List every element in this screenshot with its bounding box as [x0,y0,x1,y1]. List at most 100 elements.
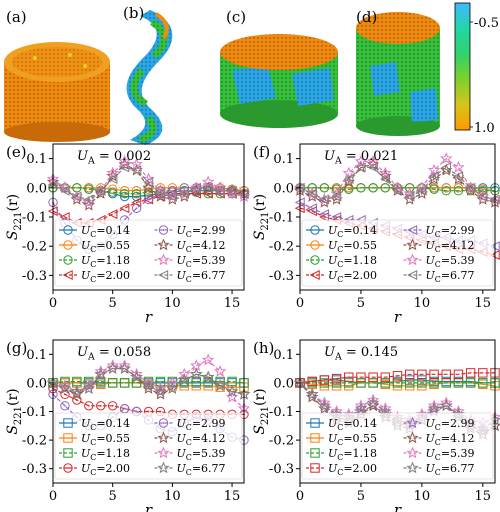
data-point [366,155,380,167]
data-point [406,446,419,459]
data-point [403,187,416,199]
data-point [366,157,380,170]
legend-label: UC=1.18 [328,447,377,462]
data-point [157,446,170,459]
data-point [354,154,368,167]
blue-domain [410,88,438,122]
data-point [368,183,378,193]
marker-dot [159,410,162,413]
data-point [60,401,70,411]
ua-annotation: UA = 0.058 [77,345,151,363]
data-point [62,269,73,281]
legend-item: UC=0.14 [306,224,377,239]
data-point [310,448,320,458]
legend-item: UC=1.18 [59,447,130,462]
data-point [404,369,415,380]
data-point [166,382,179,394]
data-point [309,269,320,281]
panel-letter: (g) [6,339,27,357]
data-point [404,183,415,193]
snapshot-a [4,42,110,142]
data-point [343,174,354,185]
legend-box [301,219,494,287]
data-point [366,393,380,406]
data-point [118,362,131,374]
data-point [465,182,476,193]
data-point [380,372,391,382]
data-point [225,384,239,397]
x-tick-label: 0 [49,296,57,311]
x-tick-label: 0 [49,489,57,504]
data-point [406,253,419,266]
data-point [142,379,155,392]
x-tick-label: 5 [357,296,365,311]
legend-label: UC=2.99 [177,224,226,239]
legend-item: UC=2.00 [59,462,130,477]
data-point [319,183,330,193]
data-point [305,387,319,400]
column-top [356,12,440,44]
legend-item: UC=0.55 [59,239,130,254]
data-point [154,387,167,400]
data-point [355,162,366,173]
x-tick-label: 0 [296,489,304,504]
data-point [107,401,118,411]
legend-label: UC=2.00 [328,462,377,477]
legend-item: UC=5.39 [403,446,475,462]
ua-annotation: UA = 0.021 [324,149,398,167]
legend-box [54,412,243,480]
data-point [310,240,320,250]
colorbar: -0.5 1.0 [454,2,499,136]
svg-text:UA = 0.145: UA = 0.145 [324,345,398,363]
data-point [344,372,354,382]
data-point [366,396,380,409]
svg-text:UA = 0.002: UA = 0.002 [77,149,151,167]
x-tick-label: 5 [109,489,117,504]
data-point [441,369,451,380]
data-point [119,191,130,202]
data-point [392,378,403,388]
y-tick-label: 0.0 [26,376,47,391]
svg-text:UA = 0.021: UA = 0.021 [324,149,398,167]
y-tick-label: 0.1 [26,348,47,363]
data-point [214,185,225,196]
legend-item: UC=6.77 [403,269,475,284]
x-tick-label: 10 [164,489,181,504]
data-point [453,171,464,182]
legend-item: UC=4.12 [403,238,475,254]
y-tick-label: 0.0 [273,181,294,196]
data-point [478,368,488,378]
legend-item: UC=1.18 [306,447,377,462]
x-tick-label: 10 [164,296,181,311]
data-point [427,163,441,176]
panel-letter-a: (a) [6,8,27,26]
legend-label: UC=6.77 [177,269,226,284]
data-point [96,401,106,411]
x-tick-label: 5 [357,489,365,504]
blue-domain [292,68,334,106]
data-point [306,188,317,199]
data-point [368,372,378,382]
data-point [440,396,453,409]
data-point [106,166,119,179]
data-point [465,378,476,388]
data-point [158,225,169,235]
data-point [157,431,170,444]
y-tick-label: -0.1 [269,211,294,226]
marker-dot [162,229,165,231]
x-axis-label: r [394,308,402,326]
legend-label: UC=0.55 [328,432,377,447]
legend-item: UC=2.99 [154,224,226,239]
y-tick-label: -0.3 [269,269,294,284]
series-line [52,368,245,395]
charts-grid: 0 5 10 15 0.1 0.0 -0.1 -0.2 -0.3 r S221(r) (e) UA = … [5,143,500,512]
data-point [167,191,178,202]
svg-text:S221(r): S221(r) [252,194,271,240]
legend-item: UC=6.77 [154,461,226,477]
data-point [59,185,70,196]
yellow-dot [83,64,87,68]
y-tick-label: -0.2 [269,434,294,449]
data-point [354,402,368,414]
marker-dot [123,407,126,410]
data-point [404,191,415,202]
